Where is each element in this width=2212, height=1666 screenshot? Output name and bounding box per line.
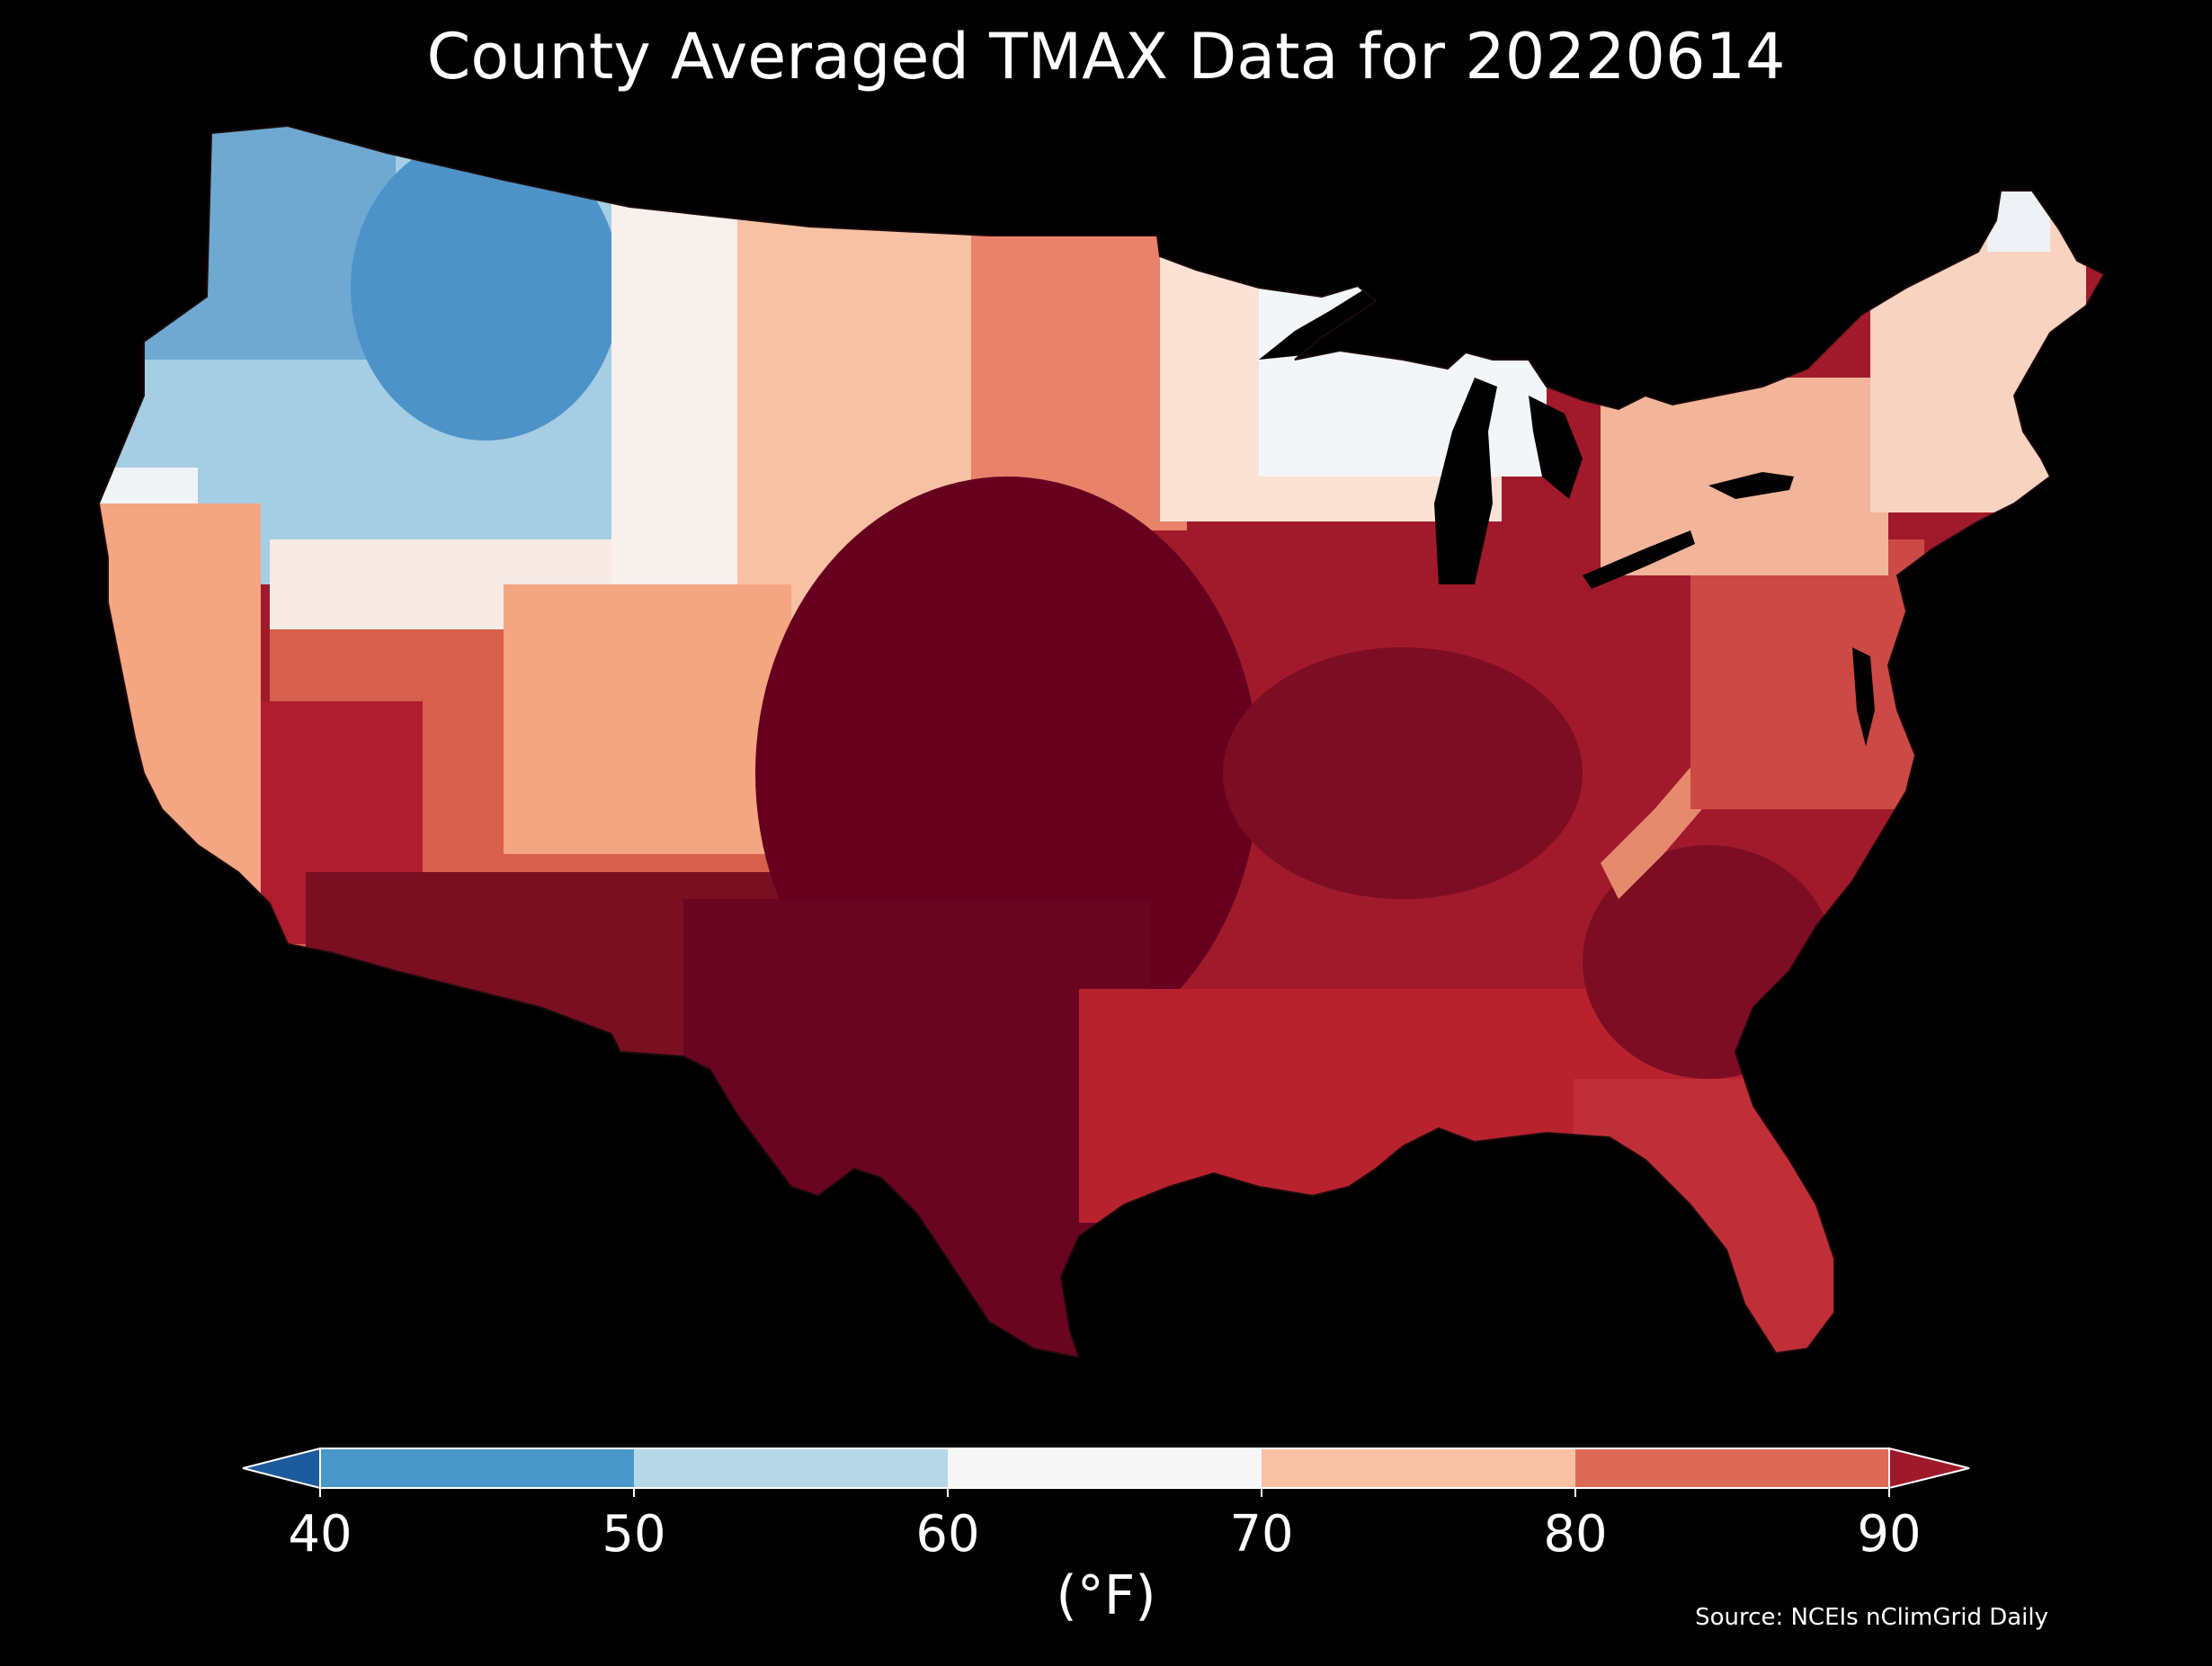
colorbar-bin — [634, 1448, 949, 1488]
map-title: County Averaged TMAX Data for 20220614 — [426, 20, 1786, 94]
region-northern-rockies — [351, 135, 620, 441]
colorbar-tick-label: 60 — [915, 1505, 980, 1564]
colorbar-bin — [1262, 1448, 1576, 1488]
colorbar-tick-label: 50 — [602, 1505, 666, 1564]
lake-erie — [1583, 530, 1695, 589]
lake-superior — [1259, 288, 1380, 360]
region-mid-atlantic — [1690, 539, 1924, 809]
colorbar-extend-low — [242, 1447, 321, 1490]
colorbar-frame — [319, 1448, 1890, 1489]
colorbar-bin — [948, 1448, 1262, 1488]
region-ohio-valley — [1223, 647, 1583, 899]
lake-huron — [1529, 396, 1583, 499]
lake-ontario — [1708, 472, 1794, 499]
colorbar-tick-label: 70 — [1229, 1505, 1294, 1564]
region-colorado-plateau — [504, 584, 791, 854]
chesapeake-bay — [1852, 647, 1875, 746]
colorbar-bin — [320, 1448, 635, 1488]
colorbar-extend-high — [1888, 1447, 1970, 1490]
colorbar-tick-label: 90 — [1857, 1505, 1922, 1564]
colorbar-tick-label: 80 — [1543, 1505, 1608, 1564]
lake-michigan — [1434, 378, 1497, 584]
source-credit: Source: NCEIs nClimGrid Daily — [1695, 1604, 2048, 1631]
colorbar-bin — [1575, 1448, 1890, 1488]
colorbar-tick-label: 40 — [288, 1505, 352, 1564]
colorbar-units-label: (°F) — [1056, 1564, 1156, 1627]
